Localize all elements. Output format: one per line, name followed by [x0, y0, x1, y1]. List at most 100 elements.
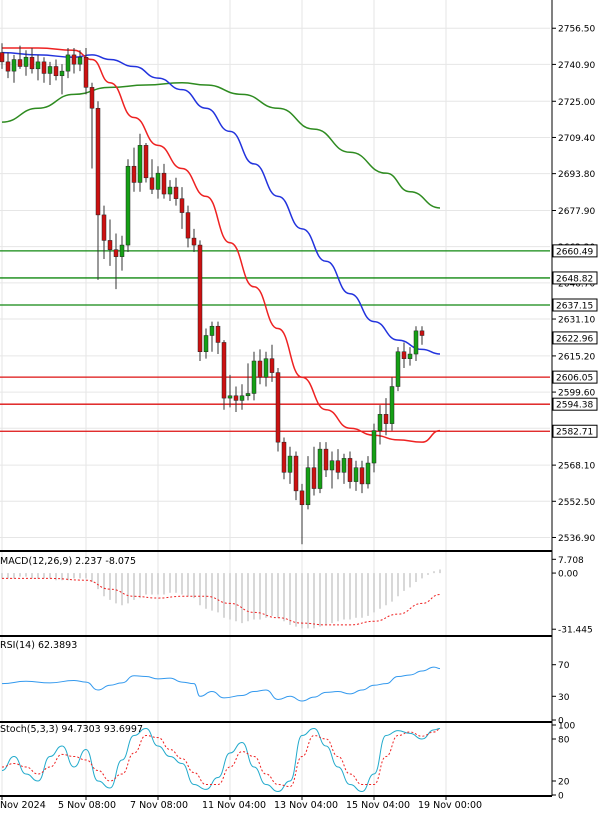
rsi-line	[1, 666, 441, 702]
time-tick-label: 11 Nov 04:00	[202, 800, 266, 811]
candle-body	[59, 70, 65, 77]
stoch-k-line	[1, 727, 441, 793]
candle-body	[131, 165, 137, 183]
indicator-tick-label: 7.708	[558, 556, 584, 566]
current-price-label: 2622.96	[556, 334, 593, 344]
indicator-title: RSI(14) 62.3893	[0, 640, 77, 651]
candle-body	[23, 56, 29, 67]
indicator-tick-label: 80	[558, 736, 570, 746]
candle-body	[401, 351, 407, 359]
candle-body	[149, 177, 155, 190]
candle-body	[17, 59, 23, 67]
stoch-d-line	[1, 728, 441, 788]
candle-body	[239, 395, 245, 401]
candle-body	[119, 244, 125, 257]
level-label: 2648.82	[556, 274, 593, 284]
current-price-box	[552, 331, 598, 345]
level-label-box	[552, 271, 598, 285]
candle-body	[173, 186, 179, 199]
candle-body	[389, 386, 395, 424]
price-tick-label: 2631.10	[558, 316, 595, 326]
candle-body	[95, 107, 101, 216]
price-grid	[0, 0, 550, 795]
indicator-tick-label: 70	[558, 661, 570, 671]
time-axis: Nov 2024 5 Nov 08:00 7 Nov 08:00 11 Nov 04:…	[0, 796, 482, 811]
candle-body	[155, 172, 161, 190]
indicator-tick-label: 20	[558, 778, 570, 788]
candle-body	[113, 249, 119, 257]
candle-body	[29, 56, 35, 70]
candle-body	[317, 448, 323, 489]
indicator-tick-label: 0	[558, 792, 564, 802]
moving-average-line	[1, 81, 441, 209]
time-tick-label: 5 Nov 08:00	[58, 800, 116, 811]
candle-body	[233, 395, 239, 401]
candle-body	[47, 66, 53, 74]
candle-body	[41, 61, 47, 74]
candle-body	[275, 372, 281, 443]
candle-body	[197, 244, 203, 352]
price-axis: 2756.50 2740.90 2725.00 2709.40 2693.80 2677.…	[552, 25, 598, 544]
candle-body	[377, 414, 383, 431]
candle-body	[227, 395, 233, 399]
candle-body	[65, 54, 71, 72]
level-label-box	[552, 424, 598, 438]
indicator-tick-label: 100	[558, 722, 575, 732]
candle-body	[143, 145, 149, 179]
price-tick-label: 2709.40	[558, 134, 595, 144]
candle-body	[419, 330, 425, 336]
level-label-box	[552, 298, 598, 312]
candle-body	[413, 330, 419, 355]
time-tick-label: 15 Nov 04:00	[346, 800, 410, 811]
price-tick-label: 2552.50	[558, 498, 595, 508]
candlestick-series	[0, 43, 425, 545]
time-tick-label: 19 Nov 00:00	[418, 800, 482, 811]
indicator-tick-label: 0.00	[558, 570, 578, 580]
candle-body	[383, 414, 389, 424]
candle-body	[83, 56, 89, 88]
candle-body	[137, 145, 143, 183]
level-label-box	[552, 244, 598, 258]
price-tick-label: 2693.80	[558, 170, 595, 180]
time-tick-label: 13 Nov 04:00	[274, 800, 338, 811]
panel-separators	[0, 0, 553, 797]
level-label: 2606.05	[556, 374, 593, 384]
candle-body	[209, 325, 215, 336]
candle-body	[347, 458, 353, 482]
candle-body	[35, 61, 41, 70]
candle-body	[371, 430, 377, 464]
candle-body	[287, 455, 293, 473]
candle-body	[161, 172, 167, 195]
candle-body	[281, 441, 287, 473]
time-tick-label: Nov 2024	[0, 800, 46, 811]
price-tick-label: 2615.20	[558, 352, 595, 362]
price-tick-label: 2740.90	[558, 61, 595, 71]
candle-body	[293, 455, 299, 492]
price-tick-label: 2599.60	[558, 389, 595, 399]
candle-body	[77, 56, 83, 65]
candle-body	[0, 52, 5, 63]
candle-body	[311, 467, 317, 489]
candle-body	[299, 490, 305, 506]
price-tick-label: 2725.00	[558, 98, 595, 108]
indicator-title: MACD(12,26,9) 2.237 -8.075	[0, 556, 136, 567]
candle-body	[329, 460, 335, 471]
candle-body	[341, 458, 347, 473]
moving-average-line	[1, 51, 441, 355]
candle-body	[263, 358, 269, 378]
candle-body	[245, 393, 251, 397]
candle-body	[203, 335, 209, 352]
indicator-tick-label: -31.445	[558, 626, 593, 636]
candle-body	[125, 165, 131, 246]
candle-body	[71, 54, 77, 65]
candle-body	[185, 212, 191, 239]
level-label-box	[552, 370, 598, 384]
macd-pane: 7.708 0.00 -31.445 MACD(12,26,9) 2.237 -8.0…	[0, 556, 593, 636]
time-tick-label: 7 Nov 08:00	[130, 800, 188, 811]
indicator-tick-label: 30	[558, 693, 570, 703]
level-label: 2594.38	[556, 401, 593, 411]
candle-body	[167, 186, 173, 195]
candle-body	[11, 59, 17, 72]
candle-body	[257, 360, 263, 378]
